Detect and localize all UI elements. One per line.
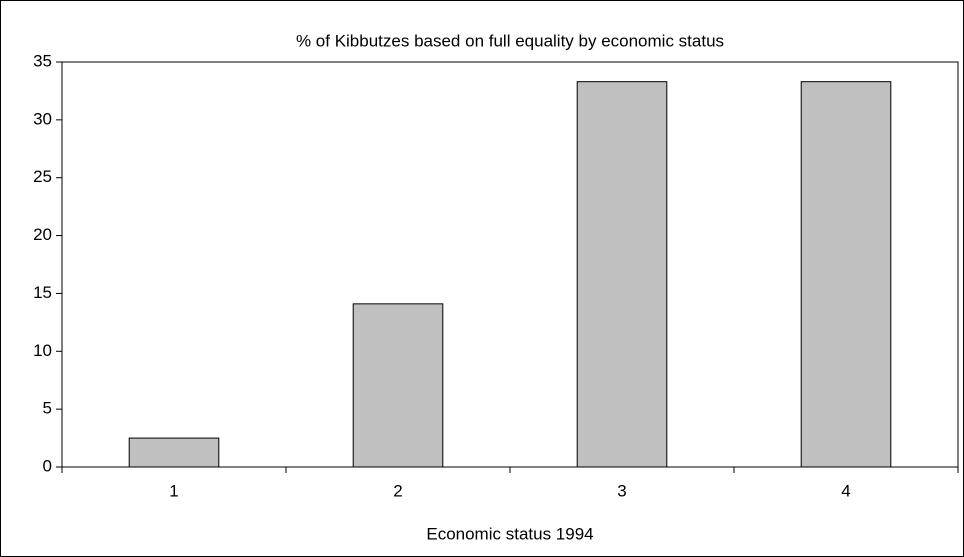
chart-title: % of Kibbutzes based on full equality by…: [296, 31, 724, 50]
bar: [128, 437, 220, 468]
y-tick-label: 25: [33, 167, 52, 186]
x-tick-label: 1: [169, 481, 178, 500]
y-tick-label: 0: [43, 456, 52, 475]
x-tick-label: 4: [841, 481, 850, 500]
y-tick-label: 35: [33, 51, 52, 70]
y-tick-label: 10: [33, 341, 52, 360]
y-tick-label: 15: [33, 283, 52, 302]
y-tick-label: 20: [33, 225, 52, 244]
y-tick-label: 5: [43, 399, 52, 418]
bar: [800, 81, 892, 468]
y-tick-label: 30: [33, 109, 52, 128]
x-tick-label: 2: [393, 481, 402, 500]
bar: [352, 303, 444, 468]
x-tick-label: 3: [617, 481, 626, 500]
bar: [576, 81, 668, 468]
x-axis-title: Economic status 1994: [426, 524, 593, 543]
